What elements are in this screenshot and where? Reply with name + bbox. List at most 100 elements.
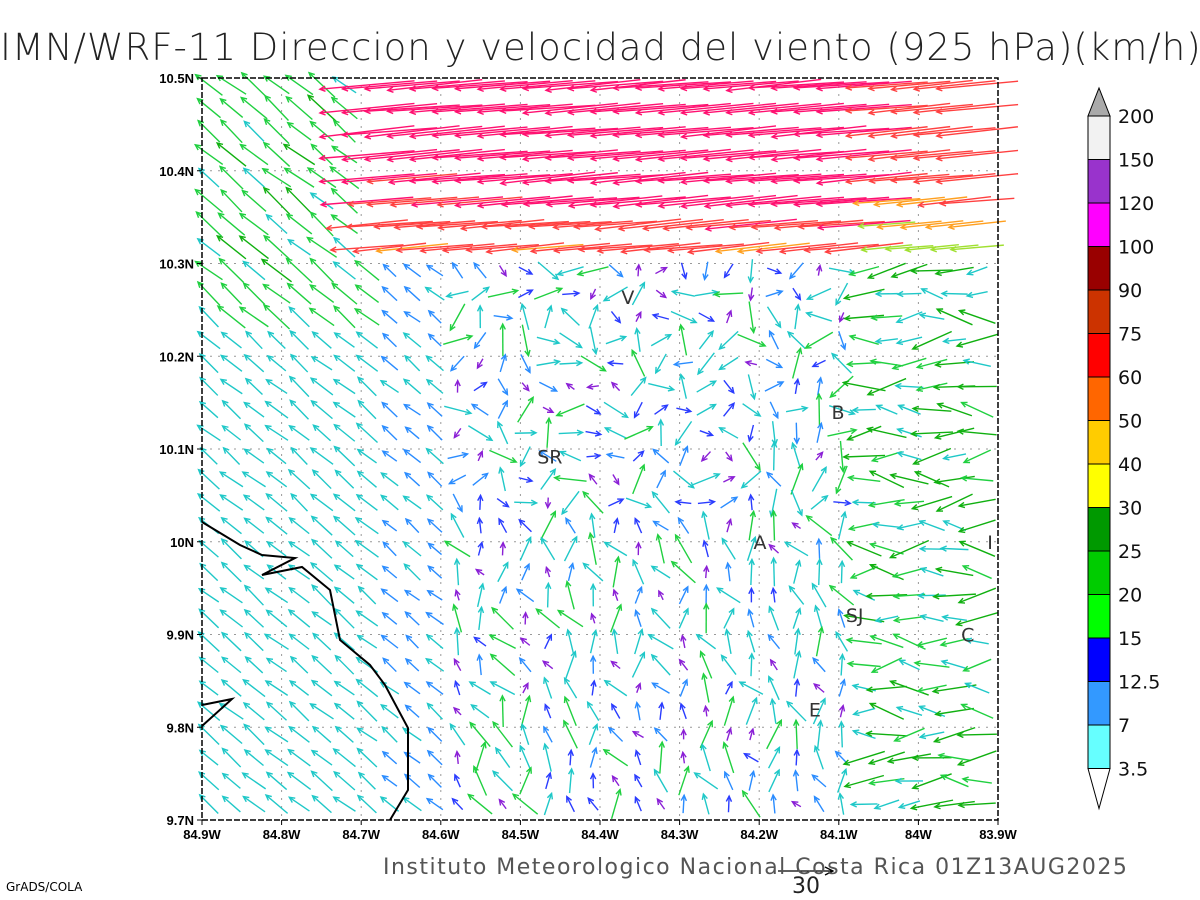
- wind-arrow: [816, 219, 911, 231]
- wind-arrow: [441, 243, 518, 254]
- wind-arrow: [309, 703, 334, 720]
- wind-arrow: [674, 499, 692, 506]
- wind-arrow: [332, 378, 356, 395]
- wind-arrow: [747, 81, 845, 91]
- wind-arrow: [522, 197, 618, 208]
- wind-arrow: [285, 95, 313, 121]
- place-label: C: [961, 625, 974, 647]
- wind-arrow: [310, 749, 333, 766]
- wind-arrow: [765, 289, 784, 298]
- wind-arrow: [965, 266, 988, 276]
- wind-arrow: [768, 329, 780, 350]
- wind-arrow: [770, 81, 867, 92]
- wind-arrow: [552, 243, 633, 254]
- wind-arrow: [938, 197, 1015, 207]
- wind-arrow: [427, 309, 442, 324]
- wind-arrow: [891, 567, 927, 579]
- wind-arrow: [712, 291, 744, 298]
- wind-arrow: [535, 608, 561, 629]
- wind-arrow: [933, 361, 975, 368]
- wind-arrow: [651, 313, 670, 320]
- wind-arrow: [389, 196, 480, 208]
- wind-arrow: [805, 515, 833, 537]
- colorbar-label: 15: [1118, 628, 1142, 650]
- wind-arrow: [833, 499, 852, 507]
- wind-arrow: [844, 126, 928, 139]
- wind-arrow: [425, 378, 444, 394]
- wind-arrow: [835, 465, 848, 495]
- wind-arrow: [331, 76, 357, 94]
- colorbar-label: 20: [1118, 585, 1142, 607]
- wind-arrow: [567, 748, 575, 766]
- wind-arrow: [567, 561, 575, 582]
- wind-arrow: [243, 353, 265, 373]
- wind-arrow: [403, 471, 421, 487]
- wind-arrow: [767, 675, 780, 701]
- wind-arrow: [381, 424, 398, 441]
- wind-arrow: [585, 405, 602, 415]
- wind-arrow: [544, 497, 552, 510]
- grads-credit: GrADS/COLA: [6, 880, 83, 894]
- wind-arrow: [770, 586, 777, 603]
- wind-arrow: [793, 748, 800, 766]
- wind-arrow: [867, 498, 905, 508]
- wind-arrow: [426, 424, 443, 441]
- wind-arrow: [909, 430, 954, 437]
- wind-arrow: [874, 290, 898, 298]
- wind-arrow: [566, 174, 664, 184]
- wind-arrow: [912, 172, 996, 185]
- wind-arrow: [521, 149, 618, 162]
- wind-arrow: [956, 750, 997, 766]
- x-tick-label: 84.4W: [581, 827, 619, 842]
- axis-ticks: 84.9W 84.8W 84.7W 84.6W 84.5W 84.4W 84.3W 84.2W…: [159, 71, 1017, 842]
- place-labels: V SR B A I SJ C E: [537, 287, 993, 722]
- wind-arrow: [658, 740, 666, 774]
- wind-arrow: [931, 684, 977, 694]
- wind-arrow: [288, 700, 310, 722]
- wind-arrow: [382, 263, 397, 278]
- wind-arrow: [962, 658, 992, 672]
- wind-arrow: [837, 767, 848, 793]
- wind-arrow: [544, 703, 552, 719]
- wind-arrow: [511, 793, 539, 815]
- wind-arrow: [783, 541, 809, 557]
- wind-arrow: [555, 403, 585, 417]
- wind-arrow: [692, 473, 721, 486]
- wind-arrow: [242, 678, 266, 698]
- wind-arrow: [838, 312, 845, 324]
- wind-arrow: [334, 654, 355, 675]
- wind-arrow: [624, 425, 654, 440]
- wind-arrow: [915, 637, 948, 648]
- wind-arrow: [521, 382, 530, 392]
- wind-arrow: [476, 103, 573, 116]
- wind-arrow: [678, 765, 690, 796]
- wind-arrow: [643, 243, 723, 254]
- wind-arrow: [838, 720, 845, 748]
- wind-arrow: [955, 611, 999, 627]
- wind-arrow: [725, 127, 822, 138]
- wind-arrow: [813, 682, 825, 693]
- wind-arrow: [340, 103, 438, 116]
- wind-arrow: [741, 789, 761, 818]
- wind-arrow: [610, 603, 623, 633]
- wind-arrow: [239, 143, 269, 166]
- wind-arrow: [521, 102, 618, 116]
- wind-arrow: [521, 324, 531, 358]
- wind-arrow: [431, 80, 528, 92]
- wind-arrow: [453, 557, 461, 586]
- wind-arrow: [915, 358, 948, 370]
- wind-arrow: [289, 399, 310, 420]
- wind-arrow: [310, 515, 333, 536]
- wind-arrow: [425, 264, 444, 277]
- wind-arrow: [844, 104, 928, 114]
- wind-arrow: [768, 543, 780, 554]
- wind-arrow: [288, 633, 310, 650]
- wind-arrow: [867, 149, 951, 163]
- wind-arrow: [260, 258, 292, 283]
- wind-arrow: [750, 220, 842, 231]
- wind-arrow: [289, 329, 310, 350]
- wind-arrow: [577, 244, 653, 253]
- wind-arrow: [477, 450, 484, 462]
- wind-arrow: [219, 118, 243, 144]
- wind-arrow: [265, 516, 288, 535]
